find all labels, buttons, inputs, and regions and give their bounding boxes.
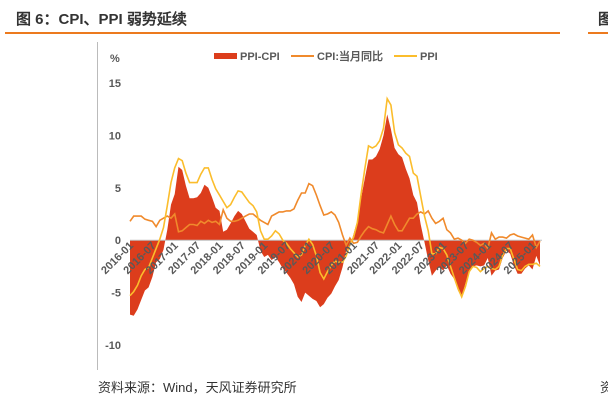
legend-label-ppi: PPI bbox=[420, 51, 438, 63]
y-tick-label: 5 bbox=[115, 183, 121, 195]
y-axis-unit: % bbox=[110, 53, 120, 65]
y-tick-label: 15 bbox=[109, 78, 121, 90]
series-ppi-line bbox=[129, 96, 541, 299]
series-cpi-line bbox=[129, 182, 541, 251]
legend-label-cpi: CPI:当月同比 bbox=[317, 49, 383, 63]
title-divider bbox=[5, 32, 560, 34]
y-tick-label: -10 bbox=[105, 340, 121, 352]
chart-frame-left bbox=[97, 42, 98, 370]
series-ppi-cpi-area bbox=[130, 114, 540, 316]
next-figure-title-fragment: 图 bbox=[598, 11, 608, 28]
legend-swatch-ppi-cpi bbox=[214, 53, 237, 59]
y-tick-label: 0 bbox=[115, 235, 121, 247]
next-source-fragment: 资 bbox=[600, 380, 608, 395]
y-tick-label: 10 bbox=[109, 130, 121, 142]
legend: PPI-CPI CPI:当月同比 PPI bbox=[214, 49, 438, 63]
source-note: 资料来源：Wind，天风证券研究所 bbox=[98, 380, 297, 395]
y-tick-label: -5 bbox=[111, 288, 121, 300]
legend-label-ppi-cpi: PPI-CPI bbox=[240, 51, 280, 63]
figure-title: 图 6：CPI、PPI 弱势延续 bbox=[16, 11, 187, 28]
next-title-divider bbox=[588, 32, 608, 34]
